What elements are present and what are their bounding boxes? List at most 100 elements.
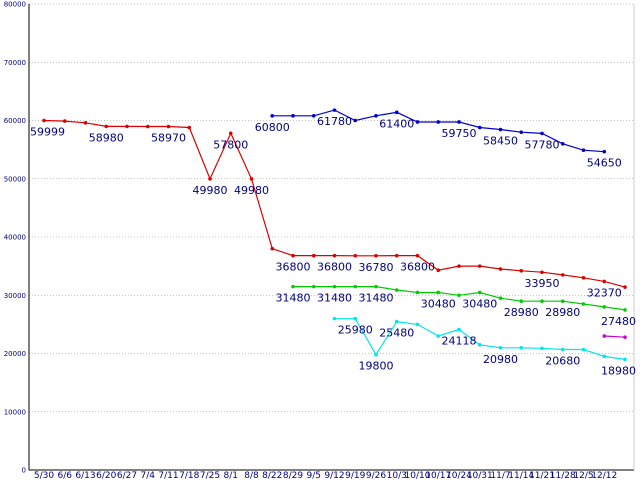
data-point <box>581 275 586 280</box>
data-label: 31480 <box>359 292 394 305</box>
data-point <box>332 284 337 289</box>
data-point <box>62 119 67 123</box>
data-label: 31480 <box>317 292 352 305</box>
data-point <box>415 253 420 258</box>
data-label: 28980 <box>545 306 580 319</box>
y-tick-label: 20000 <box>4 350 26 358</box>
data-label: 59999 <box>30 126 65 139</box>
data-point <box>540 346 544 351</box>
data-point <box>519 268 524 273</box>
data-point <box>394 288 399 292</box>
data-label: 49980 <box>193 184 228 197</box>
data-point <box>332 253 337 258</box>
data-point <box>498 267 503 271</box>
data-point <box>228 131 233 136</box>
data-point <box>581 302 586 306</box>
data-point <box>477 125 482 130</box>
data-label: 36800 <box>317 261 352 274</box>
data-point <box>394 319 399 324</box>
y-tick-label: 60000 <box>4 117 26 125</box>
x-tick-label: 7/25 <box>200 471 220 480</box>
x-tick-label: 5/30 <box>34 471 54 480</box>
data-point <box>540 299 544 303</box>
data-label: 57780 <box>525 138 560 151</box>
data-point <box>623 357 627 362</box>
data-point <box>208 177 212 181</box>
data-label: 61780 <box>317 115 352 128</box>
data-point <box>581 347 586 352</box>
data-point <box>311 114 316 118</box>
data-point <box>374 114 378 118</box>
data-point <box>602 354 607 359</box>
data-point <box>519 345 524 350</box>
data-point <box>332 316 337 321</box>
data-point <box>353 118 358 123</box>
data-point <box>353 284 358 289</box>
data-point <box>166 124 171 129</box>
series-group <box>42 108 627 362</box>
y-tick-label: 10000 <box>4 408 26 416</box>
data-label: 54650 <box>587 157 622 170</box>
data-label: 25980 <box>338 324 373 337</box>
x-axis-ticks: 5/30 6/6 6/13 6/20 6/27 7/4 7/11 7/18 7/25 8/1 8/8… <box>34 471 617 480</box>
data-label: 25480 <box>379 327 414 340</box>
data-label: 18980 <box>601 364 636 377</box>
data-point <box>436 120 441 124</box>
x-tick-label: 7/18 <box>179 471 199 480</box>
data-point <box>602 334 607 338</box>
x-tick-label: 6/20 <box>96 471 116 480</box>
x-tick-label: 8/8 <box>244 471 259 480</box>
data-label: 33950 <box>525 277 560 290</box>
data-point <box>436 268 441 273</box>
data-label: 27480 <box>601 315 636 328</box>
data-label: 36800 <box>276 261 311 274</box>
data-labels-group: 60800 61780 61400 59750 58450 57780 54650 59999… <box>30 115 636 377</box>
data-label: 58980 <box>89 131 124 144</box>
y-tick-label: 0 <box>22 467 26 475</box>
data-point <box>602 279 607 284</box>
y-tick-label: 30000 <box>4 292 26 300</box>
data-label: 49980 <box>234 184 269 197</box>
data-label: 20680 <box>545 355 580 368</box>
data-label: 60800 <box>255 121 290 134</box>
data-label: 58970 <box>151 131 186 144</box>
data-point <box>498 127 503 132</box>
data-point <box>291 284 295 289</box>
data-point <box>436 334 441 338</box>
data-point <box>498 345 503 350</box>
data-point <box>457 327 461 332</box>
data-point <box>270 246 275 251</box>
x-tick-label: 8/22 <box>262 471 282 480</box>
x-tick-label: 11/14 <box>508 471 534 480</box>
y-tick-label: 50000 <box>4 175 26 183</box>
data-point <box>477 264 482 268</box>
data-point <box>332 108 337 112</box>
data-point <box>519 299 524 303</box>
data-point <box>477 290 482 295</box>
data-point <box>519 130 524 135</box>
x-tick-label: 9/19 <box>345 471 365 480</box>
y-axis-ticks: 0 10000 20000 30000 40000 50000 60000 70000 8000… <box>4 1 26 475</box>
data-point <box>560 299 565 303</box>
data-point <box>415 290 420 295</box>
data-point <box>415 120 420 124</box>
x-tick-label: 9/26 <box>366 471 386 480</box>
x-tick-label: 8/1 <box>224 471 238 480</box>
data-point <box>270 114 275 118</box>
x-tick-label: 11/28 <box>550 471 576 480</box>
y-tick-label: 80000 <box>4 1 26 9</box>
data-point <box>311 284 316 289</box>
data-point <box>83 121 88 125</box>
data-point <box>623 285 627 289</box>
data-point <box>457 120 461 124</box>
data-label: 36780 <box>359 261 394 274</box>
x-tick-label: 10/10 <box>405 471 431 480</box>
data-point <box>394 253 399 258</box>
data-point <box>415 322 420 327</box>
data-point <box>291 253 295 258</box>
x-tick-label: 10/24 <box>446 471 472 480</box>
data-point <box>560 347 565 352</box>
data-label: 36800 <box>400 261 435 274</box>
x-tick-label: 9/5 <box>307 471 321 480</box>
x-tick-label: 8/29 <box>283 471 303 480</box>
